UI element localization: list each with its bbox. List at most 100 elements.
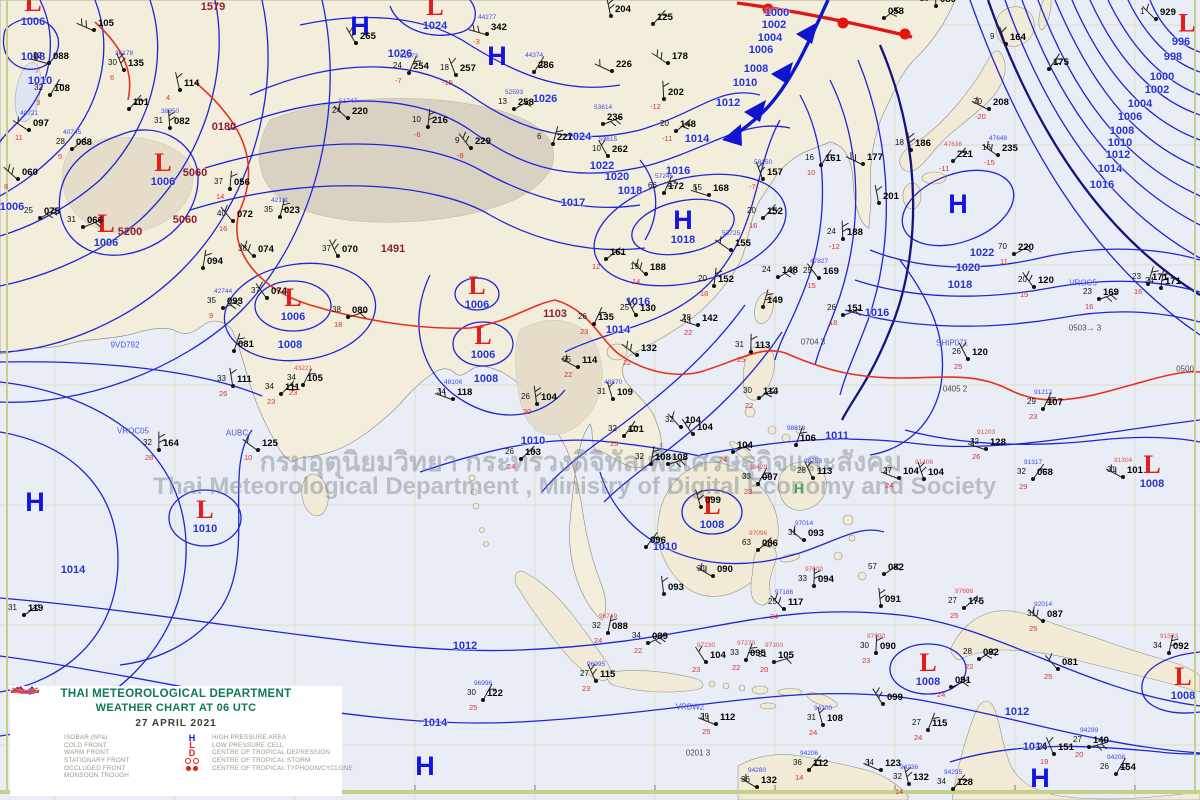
station-pressure: 089 [652, 631, 668, 642]
station-dewpoint: -6 [414, 130, 421, 139]
station-pressure: 104 [697, 422, 713, 433]
station-circle-icon [532, 70, 536, 74]
station-pressure: 188 [650, 262, 666, 273]
station-dewpoint: 28 [145, 453, 154, 462]
high-pressure-center: H [948, 191, 968, 218]
station-identifier: 91406 [915, 459, 934, 466]
low-pressure-center: L 1006 [21, 0, 45, 27]
station-identifier: 91503 [1160, 633, 1179, 640]
station-circle-icon [879, 768, 883, 772]
station-plot: 132 32 14 94236 [893, 764, 929, 799]
station-pressure: 082 [174, 116, 190, 127]
station-plot: 089 34 22 [632, 631, 668, 658]
station-temperature: 34 [632, 631, 641, 640]
station-circle-icon [336, 254, 340, 258]
station-plot: 164 9 [990, 26, 1026, 59]
station-dewpoint: 24 [770, 612, 779, 621]
legend-item-low: L LOW PRESSURE CELL [172, 740, 342, 751]
station-id-annotation: VROC5 [1069, 278, 1097, 288]
station-plot: 186 18 [895, 131, 931, 165]
station-plot: 117 25 24 97186 [768, 589, 803, 624]
low-pressure-center: L 1006 [94, 211, 118, 249]
station-dewpoint: -11 [939, 164, 950, 173]
station-plot: 104 23 97230 [691, 642, 726, 677]
station-circle-icon [696, 323, 700, 327]
station-circle-icon [949, 685, 953, 689]
station-pressure: 108 [672, 452, 688, 463]
pressure-letter: L [1178, 8, 1196, 38]
station-pressure: 161 [610, 247, 626, 258]
station-pressure: 114 [582, 355, 598, 366]
station-temperature: 70 [973, 97, 982, 106]
station-circle-icon [679, 425, 683, 429]
pressure-letter: L [196, 495, 214, 525]
station-plot: 168 55 [690, 183, 729, 210]
station-pressure: 093 [227, 296, 243, 307]
station-pressure: 168 [713, 183, 729, 194]
station-identifier: 97096 [749, 530, 768, 537]
station-circle-icon [879, 604, 883, 608]
station-circle-icon [592, 322, 596, 326]
station-pressure: 125 [657, 12, 673, 23]
station-dewpoint: 25 [954, 362, 963, 371]
station-pressure: 096 [650, 535, 666, 546]
station-temperature: 10 [412, 115, 421, 124]
station-identifier: 43221 [294, 365, 313, 372]
station-dewpoint: 14 [895, 787, 904, 796]
station-temperature: 55 [693, 183, 702, 192]
station-temperature: 28 [963, 647, 972, 656]
pressure-center-value: 1018 [670, 233, 696, 246]
station-pressure: 254 [413, 61, 429, 72]
station-pressure: 103 [525, 447, 541, 458]
station-dewpoint: -11 [662, 134, 673, 143]
station-pressure: 099 [705, 495, 721, 506]
station-dewpoint: 24 [719, 455, 728, 464]
station-dewpoint: -15 [984, 158, 995, 167]
station-dewpoint: 9 [209, 311, 214, 320]
station-dewpoint: 20 [523, 407, 532, 416]
station-circle-icon [926, 728, 930, 732]
station-circle-icon [907, 782, 911, 786]
station-circle-icon [1052, 752, 1056, 756]
station-plot: 060 8 [3, 163, 38, 194]
station-pressure: 202 [668, 87, 684, 98]
station-circle-icon [519, 457, 523, 461]
station-pressure: 112 [720, 712, 736, 723]
station-circle-icon [666, 462, 670, 466]
station-temperature: 16 [805, 153, 814, 162]
station-temperature: 23 [1083, 287, 1092, 296]
low-pressure-icon: L [189, 740, 195, 751]
station-dewpoint: -7 [395, 76, 402, 85]
station-dewpoint: 26 [972, 452, 981, 461]
station-temperature: 20 [698, 274, 707, 283]
station-circle-icon [662, 592, 666, 596]
station-plot: 094 [188, 249, 223, 283]
tropical-typhoon-icon [172, 765, 212, 771]
station-identifier: 40745 [63, 129, 82, 136]
station-dewpoint: 18 [700, 289, 709, 298]
station-circle-icon [662, 191, 666, 195]
station-dewpoint: 23 [267, 397, 276, 406]
station-temperature: 34 [265, 382, 274, 391]
station-pressure: 135 [128, 58, 144, 69]
legend-item-monsoon-trough: MONSOON TROUGH [11, 687, 172, 780]
station-pressure: 088 [53, 51, 69, 62]
station-pressure: 086 [762, 538, 778, 549]
station-circle-icon [92, 28, 96, 32]
station-circle-icon [512, 107, 516, 111]
station-plot: 081 [219, 332, 254, 366]
station-identifier: 91203 [977, 429, 996, 436]
station-circle-icon [278, 215, 282, 219]
station-pressure: 125 [262, 438, 278, 449]
isobar-value-label: 1008 [473, 373, 499, 385]
station-pressure: 097 [762, 472, 778, 483]
station-pressure: 081 [238, 339, 254, 350]
low-pressure-center: L 1006 [471, 323, 495, 361]
station-dewpoint: 11 [15, 133, 23, 142]
station-plot: 105 [76, 17, 114, 45]
station-pressure: 056 [234, 177, 250, 188]
station-temperature: 70 [998, 242, 1007, 251]
station-id-annotation: 0201 3 [685, 748, 711, 758]
station-pressure: 169 [823, 266, 839, 277]
station-temperature: 30 [860, 641, 869, 650]
